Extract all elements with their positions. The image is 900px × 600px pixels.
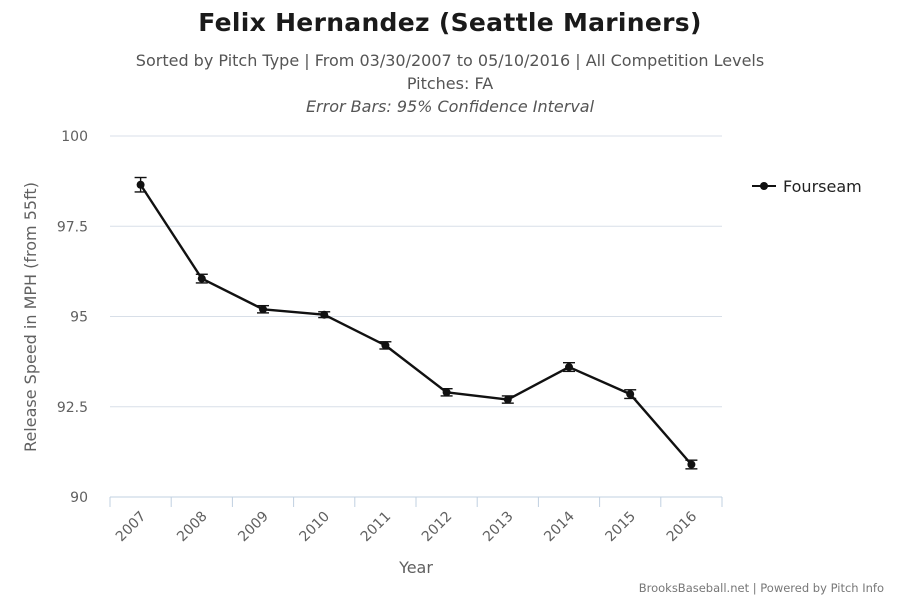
x-tick-label: 2012 [419,509,456,546]
y-tick-label: 95 [70,310,88,326]
grid-lines [110,135,722,408]
data-point[interactable] [381,341,390,350]
x-axis-title: Year [398,558,433,577]
x-tick-label: 2015 [603,509,640,546]
series-line [139,184,693,466]
data-point[interactable] [320,310,329,319]
data-point[interactable] [442,388,451,397]
y-tick-label: 97.5 [57,219,88,235]
data-point[interactable] [687,460,696,469]
y-tick-label: 90 [70,490,88,506]
series-fourseam[interactable] [134,176,698,470]
x-tick-label: 2007 [113,509,150,546]
data-point[interactable] [259,305,267,314]
x-tick-label: 2011 [358,509,395,546]
data-point[interactable] [626,390,635,399]
error-bars-subtitle: Error Bars: 95% Confidence Interval [305,97,595,116]
x-axis [109,496,723,507]
data-point[interactable] [197,274,206,283]
x-tick-labels: 2007 2008 2009 2010 2011 2012 2013 2014 2015 2016 [113,508,700,545]
pitches-subtitle: Pitches: FA [406,74,494,93]
data-point[interactable] [503,395,512,404]
x-tick-label: 2016 [664,508,701,545]
x-tick-label: 2014 [541,508,578,545]
x-tick-label: 2009 [235,509,272,546]
y-tick-labels: 90 92.5 95 97.5 100 [57,129,88,506]
legend-marker [760,182,768,190]
data-point[interactable] [136,180,145,189]
chart-subtitle: Sorted by Pitch Type | From 03/30/2007 t… [135,51,765,70]
x-tick-label: 2010 [297,509,334,546]
x-tick-label: 2013 [480,509,517,546]
legend-label-fourseam: Fourseam [783,177,862,196]
y-tick-label: 92.5 [57,400,88,416]
y-tick-label: 100 [61,129,88,145]
data-point[interactable] [565,363,573,372]
credits-link[interactable]: BrooksBaseball.net | Powered by Pitch In… [638,581,884,595]
chart-title: Felix Hernandez (Seattle Mariners) [198,8,702,37]
x-tick-label: 2008 [174,509,211,546]
legend[interactable]: Fourseam [752,177,862,196]
y-axis-title: Release Speed in MPH (from 55ft) [21,182,40,452]
